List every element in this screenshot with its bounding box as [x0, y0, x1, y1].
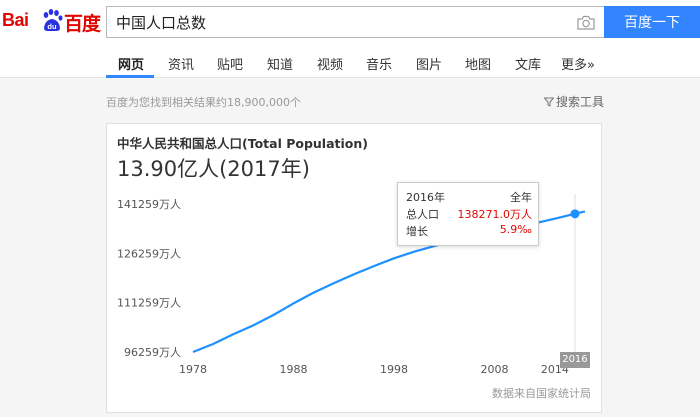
top-bar: Bai du 百度 百度一下 — [0, 0, 700, 48]
x-tick-label: 2008 — [481, 363, 509, 376]
tooltip-growth-label: 增长 — [406, 225, 428, 238]
y-tick-label: 141259万人 — [117, 198, 181, 211]
hover-point — [570, 209, 580, 219]
logo-text-baidu-cn: 百度 — [64, 13, 101, 35]
card-headline-value: 13.90亿人(2017年) — [117, 157, 310, 181]
tooltip-row-year: 2016年 全年 — [406, 189, 532, 205]
tab-tieba[interactable]: 贴吧 — [217, 58, 244, 73]
logo-text-du: du — [47, 22, 57, 31]
tooltip-period: 全年 — [510, 191, 532, 204]
highlight-year-badge: 2016 — [559, 352, 590, 368]
search-tools-label: 搜索工具 — [556, 95, 605, 109]
tab-music[interactable]: 音乐 — [366, 58, 393, 73]
tab-news[interactable]: 资讯 — [168, 58, 195, 73]
tab-zhidao[interactable]: 知道 — [267, 58, 294, 73]
y-tick-label: 111259万人 — [117, 297, 181, 310]
search-tools-button[interactable]: 搜索工具 — [544, 93, 604, 110]
y-axis: 141259万人 126259万人 111259万人 96259万人 — [117, 198, 181, 359]
camera-icon[interactable] — [577, 15, 595, 30]
tooltip-row-population: 总人口 138271.0万人 — [406, 206, 532, 222]
filter-icon — [544, 97, 554, 107]
x-tick-label: 1998 — [380, 363, 408, 376]
tab-web[interactable]: 网页 — [118, 58, 145, 73]
tab-images[interactable]: 图片 — [416, 58, 443, 73]
search-box — [106, 6, 604, 38]
tab-map[interactable]: 地图 — [465, 58, 492, 73]
tooltip-year: 2016年 — [406, 191, 445, 204]
tooltip-growth-value: 5.9‰ — [499, 223, 532, 236]
search-button[interactable]: 百度一下 — [604, 6, 700, 38]
tab-more[interactable]: 更多» — [561, 58, 595, 73]
x-tick-label: 1978 — [179, 363, 207, 376]
tooltip-pop-label: 总人口 — [406, 208, 439, 221]
active-tab-underline — [106, 75, 154, 78]
tooltip-row-growth: 增长 5.9‰ — [406, 223, 532, 239]
population-chart[interactable]: 141259万人 126259万人 111259万人 96259万人 1978 1988… — [107, 124, 603, 414]
data-source: 数据来自国家统计局 — [492, 387, 591, 400]
tab-video[interactable]: 视频 — [317, 58, 344, 73]
result-count: 百度为您找到相关结果约18,900,000个 — [106, 96, 301, 109]
card-title: 中华人民共和国总人口(Total Population) — [117, 136, 368, 151]
x-axis: 1978 1988 1998 2008 2014 — [179, 363, 569, 376]
tab-wenku[interactable]: 文库 — [515, 58, 542, 73]
y-tick-label: 126259万人 — [117, 247, 181, 260]
search-input[interactable] — [107, 7, 567, 37]
y-tick-label: 96259万人 — [124, 346, 181, 359]
population-card: 中华人民共和国总人口(Total Population) 13.90亿人(201… — [106, 123, 602, 413]
data-tooltip: 2016年 全年 总人口 138271.0万人 增长 5.9‰ — [397, 182, 539, 246]
paw-icon: du — [43, 9, 63, 31]
tooltip-pop-value: 138271.0万人 — [457, 208, 533, 221]
logo-text-bai: Bai — [2, 10, 29, 30]
nav-tabs: 网页 资讯 贴吧 知道 视频 音乐 图片 地图 文库 更多» — [0, 48, 700, 78]
x-tick-label: 1988 — [280, 363, 308, 376]
baidu-logo[interactable]: Bai du 百度 — [2, 6, 101, 36]
